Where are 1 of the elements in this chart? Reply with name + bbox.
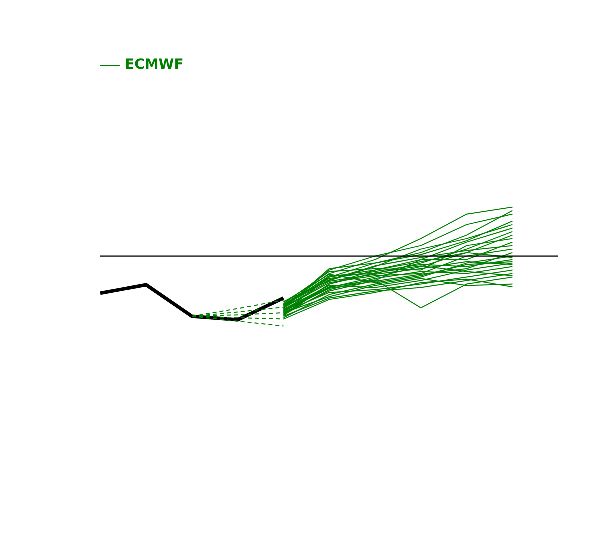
legend-label: ECMWF bbox=[125, 57, 184, 73]
